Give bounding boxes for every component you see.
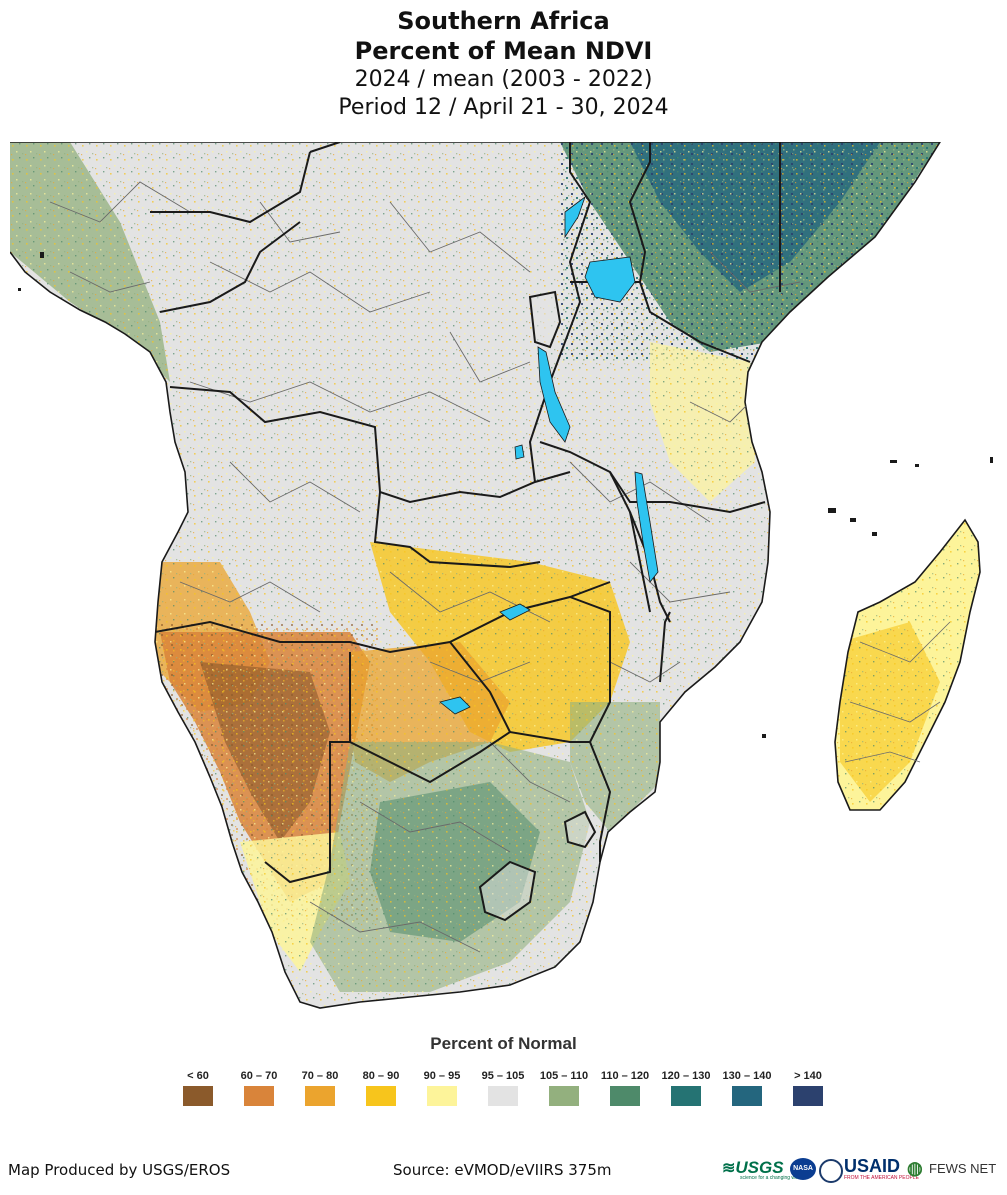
legend-swatch: [610, 1086, 640, 1106]
lake-albert-edward: [564, 195, 586, 239]
legend-swatch: [488, 1086, 518, 1106]
nasa-logo: NASA: [790, 1158, 816, 1180]
legend: < 60 60 – 70 70 – 80 80 – 90 90 – 95 95 …: [168, 1068, 848, 1118]
usgs-logo: ≋USGS science for a changing world: [722, 1158, 804, 1181]
legend-item-60-70: 60 – 70: [229, 1068, 289, 1106]
legend-swatch: [183, 1086, 213, 1106]
data-source: Source: eVMOD/eVIIRS 375m: [393, 1161, 612, 1179]
legend-label: 80 – 90: [362, 1070, 400, 1082]
lake-tanganyika: [537, 346, 571, 443]
legend-title: Percent of Normal: [430, 1034, 577, 1053]
legend-item-120-130: 120 – 130: [656, 1068, 716, 1106]
title-product: Percent of Mean NDVI: [354, 37, 653, 65]
lake-mweru: [514, 444, 525, 460]
islands: [18, 252, 993, 738]
partner-logos: ≋USGS science for a changing world NASA …: [722, 1156, 1002, 1188]
fewsnet-globe-icon: ◍: [907, 1158, 923, 1178]
lake-malawi: [634, 471, 659, 583]
okavango-delta: [439, 696, 471, 715]
legend-swatch: [427, 1086, 457, 1106]
legend-label: 90 – 95: [423, 1070, 461, 1082]
lesotho-border: [478, 860, 537, 922]
fewsnet-logo: FEWS NET: [929, 1161, 997, 1176]
legend-label: 120 – 130: [661, 1070, 711, 1082]
legend-item-90-95: 90 – 95: [412, 1068, 472, 1106]
legend-item-110-120: 110 – 120: [595, 1068, 655, 1106]
title-region: Southern Africa: [397, 7, 610, 35]
rwanda-burundi-border: [528, 290, 562, 349]
legend-label: 95 – 105: [481, 1070, 525, 1082]
legend-item-80-90: 80 – 90: [351, 1068, 411, 1106]
legend-item-95-105: 95 – 105: [473, 1068, 533, 1106]
legend-label: > 140: [794, 1070, 822, 1082]
produced-by-credit: Map Produced by USGS/EROS: [8, 1161, 231, 1179]
legend-swatch: [793, 1086, 823, 1106]
legend-item-70-80: 70 – 80: [290, 1068, 350, 1106]
legend-label: 105 – 110: [539, 1070, 589, 1082]
legend-label: 60 – 70: [240, 1070, 278, 1082]
title-period: Period 12 / April 21 - 30, 2024: [338, 95, 669, 120]
legend-swatch: [244, 1086, 274, 1106]
map-title-block: Southern Africa Percent of Mean NDVI 202…: [0, 6, 1007, 122]
usaid-logo: USAID FROM THE AMERICAN PEOPLE: [844, 1156, 919, 1181]
legend-item-gt140: > 140: [778, 1068, 838, 1106]
legend-swatch: [366, 1086, 396, 1106]
lake-victoria: [584, 256, 636, 303]
eswatini-border: [563, 810, 597, 849]
madagascar: [834, 518, 981, 811]
legend-label: 130 – 140: [722, 1070, 772, 1082]
legend-swatch: [549, 1086, 579, 1106]
legend-swatch: [305, 1086, 335, 1106]
legend-item-105-110: 105 – 110: [534, 1068, 594, 1106]
legend-label: 110 – 120: [600, 1070, 650, 1082]
legend-swatch: [732, 1086, 762, 1106]
legend-item-lt60: < 60: [168, 1068, 228, 1106]
legend-label: 70 – 80: [301, 1070, 339, 1082]
usaid-seal-icon: [819, 1159, 843, 1183]
water-bodies: [439, 195, 659, 715]
admin-boundaries: [49, 181, 801, 953]
usgs-wave-icon: ≋: [722, 1160, 736, 1177]
legend-label: < 60: [187, 1070, 209, 1082]
lake-kariba: [499, 603, 531, 621]
legend-swatch: [671, 1086, 701, 1106]
title-baseline: 2024 / mean (2003 - 2022): [354, 67, 653, 92]
ndvi-map: [10, 142, 993, 1009]
country-borders: [150, 142, 781, 884]
legend-item-130-140: 130 – 140: [717, 1068, 777, 1106]
